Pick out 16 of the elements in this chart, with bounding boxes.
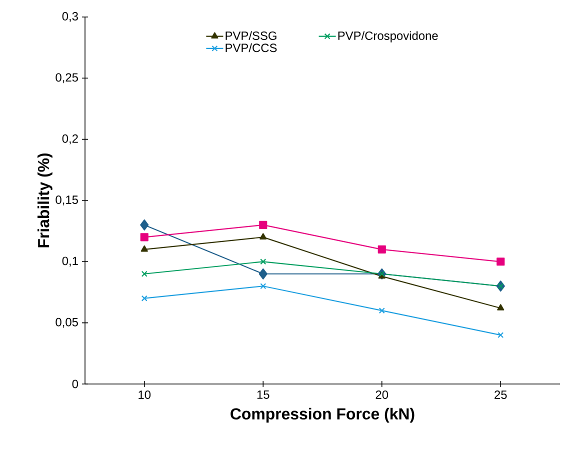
y-tick-label: 0 xyxy=(72,380,78,388)
x-tick-label: 25 xyxy=(494,390,507,399)
y-tick-label: 0,15 xyxy=(56,196,78,206)
y-tick-label: 0,2 xyxy=(62,134,78,144)
x-axis-title: Compression Force (kN) xyxy=(230,408,414,423)
y-axis-title: Friability (%) xyxy=(38,153,52,248)
legend-label: PVP/CCS xyxy=(226,43,277,52)
y-tick-label: 0,05 xyxy=(56,318,78,328)
x-tick-label: 20 xyxy=(376,390,388,399)
y-tick-label: 0,3 xyxy=(62,12,78,22)
y-tick-label: 0,25 xyxy=(56,73,78,84)
legend-label: PVP/SSG xyxy=(226,31,276,40)
legend-label: PVP/Crospovidone xyxy=(338,31,438,42)
x-tick-label: 10 xyxy=(138,390,151,399)
x-tick-label: 15 xyxy=(257,390,270,399)
y-tick-label: 0,1 xyxy=(62,256,78,267)
